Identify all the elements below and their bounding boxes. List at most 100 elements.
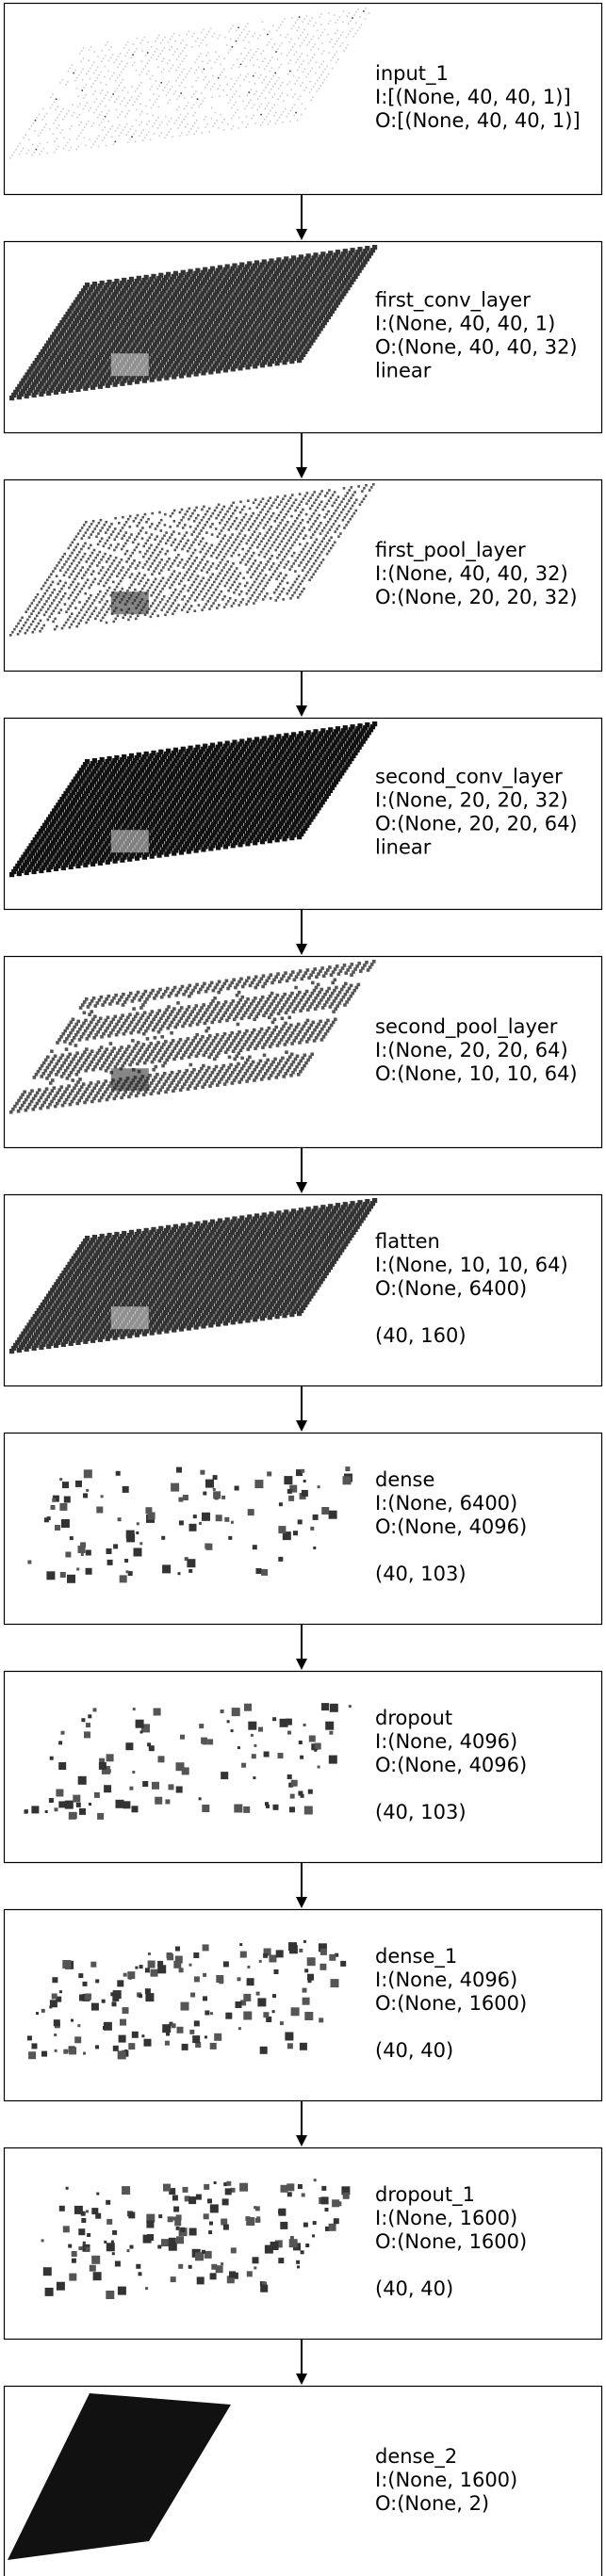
grid-cell	[110, 136, 113, 138]
grid-cell	[125, 549, 129, 553]
grid-cell	[303, 544, 307, 548]
grid-cell	[318, 265, 323, 270]
grid-cell	[78, 788, 84, 794]
grid-cell	[285, 502, 288, 506]
grid-cell	[232, 64, 235, 67]
grid-cell	[310, 764, 316, 770]
grid-cell	[103, 772, 108, 778]
grid-cell	[193, 747, 199, 753]
grid-cell	[216, 58, 219, 60]
grid-cell	[205, 770, 211, 775]
grid-cell	[368, 251, 374, 256]
grid-cell	[293, 302, 299, 308]
grid-cell	[125, 123, 128, 125]
grid-cell	[238, 532, 241, 535]
grid-cell	[265, 325, 270, 331]
grid-cell	[105, 799, 111, 804]
grid-cell	[168, 558, 171, 560]
grid-cell	[218, 354, 223, 361]
grid-cell	[189, 276, 195, 282]
grid-cell	[223, 306, 229, 312]
grid-cell	[148, 785, 154, 790]
grid-cell	[105, 382, 110, 388]
grid-cell	[172, 374, 177, 380]
grid-cell	[307, 261, 313, 267]
grid-cell	[33, 627, 37, 631]
grid-cell	[81, 78, 84, 81]
grid-cell	[270, 774, 275, 780]
grid-cell	[222, 606, 226, 608]
grid-cell	[254, 321, 259, 327]
grid-cell	[322, 309, 328, 315]
grid-cell	[136, 108, 138, 111]
grid-cell	[306, 343, 312, 348]
grid-cell	[305, 542, 309, 545]
grid-cell	[76, 344, 83, 349]
grid-cell	[328, 777, 334, 783]
grid-cell	[90, 125, 93, 127]
grid-cell	[111, 769, 117, 774]
grid-cell	[80, 348, 86, 354]
grid-cell	[129, 128, 132, 130]
grid-cell	[237, 354, 243, 361]
grid-cell	[311, 732, 317, 737]
grid-cell	[35, 148, 38, 151]
grid-cell	[100, 775, 106, 781]
grid-cell	[221, 746, 226, 752]
grid-cell	[179, 351, 185, 357]
grid-cell	[71, 125, 73, 127]
grid-cell	[179, 312, 185, 317]
grid-cell	[139, 778, 144, 784]
grid-cell	[319, 781, 324, 786]
grid-cell	[155, 278, 160, 284]
grid-cell	[18, 391, 25, 397]
grid-cell	[234, 509, 237, 512]
grid-cell	[261, 320, 267, 326]
grid-cell	[217, 763, 222, 769]
grid-cell	[287, 311, 293, 316]
grid-cell	[120, 309, 126, 315]
grid-cell	[85, 283, 90, 288]
grid-cell	[207, 578, 210, 582]
grid-cell	[94, 368, 100, 374]
grid-cell	[227, 279, 234, 285]
grid-cell	[243, 57, 246, 59]
grid-cell	[98, 550, 102, 554]
grid-cell	[270, 526, 272, 528]
grid-cell	[120, 756, 125, 763]
grid-cell	[172, 520, 176, 523]
grid-cell	[269, 258, 274, 264]
grid-cell	[190, 533, 193, 536]
grid-cell	[91, 93, 94, 95]
grid-cell	[253, 302, 258, 308]
grid-cell	[88, 359, 93, 365]
grid-cell	[126, 767, 132, 772]
grid-cell	[150, 583, 154, 587]
grid-cell	[251, 57, 254, 58]
grid-cell	[76, 553, 79, 557]
grid-cell	[105, 293, 110, 299]
grid-cell	[174, 805, 180, 811]
grid-cell	[342, 725, 348, 731]
grid-cell	[114, 816, 120, 821]
grid-cell	[95, 297, 101, 302]
grid-cell	[93, 111, 95, 114]
grid-cell	[264, 357, 270, 363]
grid-cell	[190, 295, 196, 300]
grid-cell	[85, 382, 90, 388]
grid-cell	[221, 775, 227, 781]
grid-cell	[206, 322, 212, 328]
grid-cell	[151, 46, 153, 48]
grid-cell	[298, 741, 303, 747]
grid-cell	[331, 514, 334, 518]
grid-cell	[63, 314, 69, 319]
grid-cell	[280, 24, 282, 26]
grid-cell	[85, 799, 90, 804]
grid-cell	[73, 300, 78, 305]
grid-cell	[159, 301, 165, 307]
grid-cell	[129, 803, 135, 809]
grid-cell	[261, 360, 268, 365]
grid-cell	[236, 358, 241, 364]
grid-cell	[231, 533, 234, 536]
grid-cell	[103, 325, 109, 331]
